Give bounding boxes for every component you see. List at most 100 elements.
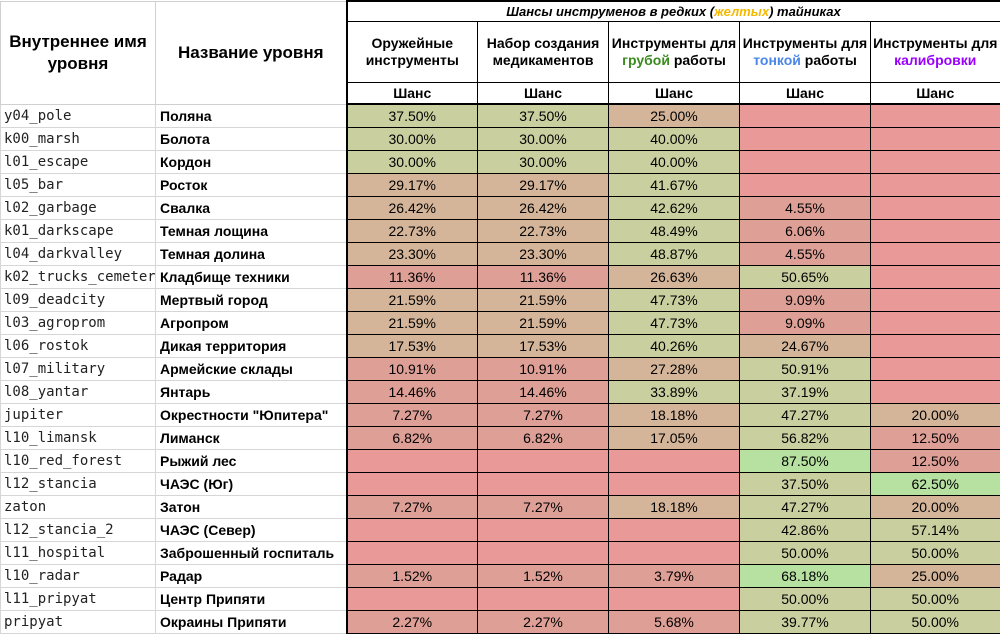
level-name-cell[interactable]: Кладбище техники <box>155 265 347 289</box>
level-name-cell[interactable]: Кордон <box>155 150 347 174</box>
chance-cell[interactable]: 7.27% <box>345 495 478 519</box>
level-name-cell[interactable]: Радар <box>155 564 347 588</box>
level-name-cell[interactable]: Росток <box>155 173 347 197</box>
chance-cell[interactable]: 6.06% <box>739 219 871 243</box>
chance-cell[interactable]: 50.65% <box>739 265 871 289</box>
chance-cell[interactable]: 20.00% <box>869 403 1000 427</box>
chance-cell[interactable]: 14.46% <box>345 380 478 404</box>
level-name-cell[interactable]: ЧАЭС (Юг) <box>155 472 347 496</box>
chance-cell[interactable]: 50.00% <box>869 587 1000 611</box>
chance-cell[interactable]: 18.18% <box>608 403 740 427</box>
chance-cell[interactable]: 7.27% <box>477 403 609 427</box>
chance-cell[interactable]: 7.27% <box>477 495 609 519</box>
chance-cell[interactable]: 27.28% <box>608 357 740 381</box>
chance-cell[interactable] <box>869 380 1000 404</box>
chance-cell[interactable]: 47.27% <box>739 495 871 519</box>
chance-cell[interactable]: 50.00% <box>739 587 871 611</box>
chance-cell[interactable]: 11.36% <box>345 265 478 289</box>
chance-cell[interactable] <box>608 472 740 496</box>
chance-cell[interactable] <box>345 472 478 496</box>
chance-cell[interactable] <box>869 219 1000 243</box>
chance-cell[interactable]: 68.18% <box>739 564 871 588</box>
chance-cell[interactable]: 23.30% <box>345 242 478 266</box>
chance-cell[interactable]: 40.00% <box>608 150 740 174</box>
chance-cell[interactable]: 23.30% <box>477 242 609 266</box>
chance-cell[interactable]: 50.00% <box>869 541 1000 565</box>
chance-cell[interactable] <box>477 587 609 611</box>
chance-cell[interactable]: 10.91% <box>345 357 478 381</box>
chance-cell[interactable]: 22.73% <box>345 219 478 243</box>
internal-name-cell[interactable]: pripyat <box>0 610 156 634</box>
chance-cell[interactable] <box>869 242 1000 266</box>
level-name-cell[interactable]: Янтарь <box>155 380 347 404</box>
chance-cell[interactable] <box>739 127 871 151</box>
chance-cell[interactable]: 42.62% <box>608 196 740 220</box>
chance-cell[interactable]: 42.86% <box>739 518 871 542</box>
chance-cell[interactable]: 30.00% <box>477 150 609 174</box>
chance-cell[interactable]: 50.00% <box>869 610 1000 634</box>
level-name-cell[interactable]: Агропром <box>155 311 347 335</box>
level-name-cell[interactable]: Болота <box>155 127 347 151</box>
chance-cell[interactable] <box>608 449 740 473</box>
internal-name-cell[interactable]: l05_bar <box>0 173 156 197</box>
level-name-cell[interactable]: Рыжий лес <box>155 449 347 473</box>
level-name-cell[interactable]: Затон <box>155 495 347 519</box>
internal-name-cell[interactable]: y04_pole <box>0 103 156 128</box>
level-name-cell[interactable]: Окраины Припяти <box>155 610 347 634</box>
internal-name-cell[interactable]: l10_radar <box>0 564 156 588</box>
chance-cell[interactable] <box>345 541 478 565</box>
internal-name-cell[interactable]: l06_rostok <box>0 334 156 358</box>
chance-cell[interactable] <box>869 150 1000 174</box>
chance-cell[interactable] <box>345 587 478 611</box>
chance-cell[interactable]: 39.77% <box>739 610 871 634</box>
chance-cell[interactable] <box>477 541 609 565</box>
chance-cell[interactable]: 12.50% <box>869 449 1000 473</box>
chance-cell[interactable]: 48.87% <box>608 242 740 266</box>
chance-cell[interactable]: 50.00% <box>739 541 871 565</box>
chance-cell[interactable]: 17.53% <box>477 334 609 358</box>
chance-cell[interactable]: 12.50% <box>869 426 1000 450</box>
chance-cell[interactable]: 14.46% <box>477 380 609 404</box>
chance-cell[interactable] <box>477 472 609 496</box>
internal-name-cell[interactable]: l09_deadcity <box>0 288 156 312</box>
chance-cell[interactable]: 21.59% <box>345 288 478 312</box>
level-name-cell[interactable]: Армейские склады <box>155 357 347 381</box>
internal-name-cell[interactable]: l01_escape <box>0 150 156 174</box>
chance-cell[interactable] <box>739 150 871 174</box>
chance-cell[interactable] <box>869 334 1000 358</box>
chance-cell[interactable]: 20.00% <box>869 495 1000 519</box>
level-name-cell[interactable]: Центр Припяти <box>155 587 347 611</box>
chance-cell[interactable] <box>869 288 1000 312</box>
chance-cell[interactable]: 6.82% <box>345 426 478 450</box>
chance-cell[interactable]: 87.50% <box>739 449 871 473</box>
chance-cell[interactable] <box>345 518 478 542</box>
chance-cell[interactable]: 26.42% <box>345 196 478 220</box>
level-name-cell[interactable]: Свалка <box>155 196 347 220</box>
chance-cell[interactable]: 22.73% <box>477 219 609 243</box>
chance-cell[interactable]: 25.00% <box>869 564 1000 588</box>
level-name-cell[interactable]: Поляна <box>155 103 347 128</box>
chance-cell[interactable]: 6.82% <box>477 426 609 450</box>
chance-cell[interactable]: 29.17% <box>345 173 478 197</box>
chance-cell[interactable]: 3.79% <box>608 564 740 588</box>
internal-name-cell[interactable]: l08_yantar <box>0 380 156 404</box>
chance-cell[interactable]: 21.59% <box>477 288 609 312</box>
chance-cell[interactable]: 30.00% <box>477 127 609 151</box>
chance-cell[interactable]: 25.00% <box>608 103 740 128</box>
chance-cell[interactable]: 24.67% <box>739 334 871 358</box>
chance-cell[interactable]: 40.00% <box>608 127 740 151</box>
chance-cell[interactable] <box>608 518 740 542</box>
chance-cell[interactable] <box>477 449 609 473</box>
chance-cell[interactable]: 26.63% <box>608 265 740 289</box>
chance-cell[interactable]: 5.68% <box>608 610 740 634</box>
chance-cell[interactable]: 17.53% <box>345 334 478 358</box>
chance-cell[interactable]: 48.49% <box>608 219 740 243</box>
chance-cell[interactable]: 37.50% <box>477 103 609 128</box>
chance-cell[interactable] <box>869 311 1000 335</box>
internal-name-cell[interactable]: jupiter <box>0 403 156 427</box>
internal-name-cell[interactable]: l10_red_forest <box>0 449 156 473</box>
chance-cell[interactable]: 2.27% <box>345 610 478 634</box>
chance-cell[interactable]: 11.36% <box>477 265 609 289</box>
chance-cell[interactable]: 30.00% <box>345 150 478 174</box>
internal-name-cell[interactable]: l11_hospital <box>0 541 156 565</box>
